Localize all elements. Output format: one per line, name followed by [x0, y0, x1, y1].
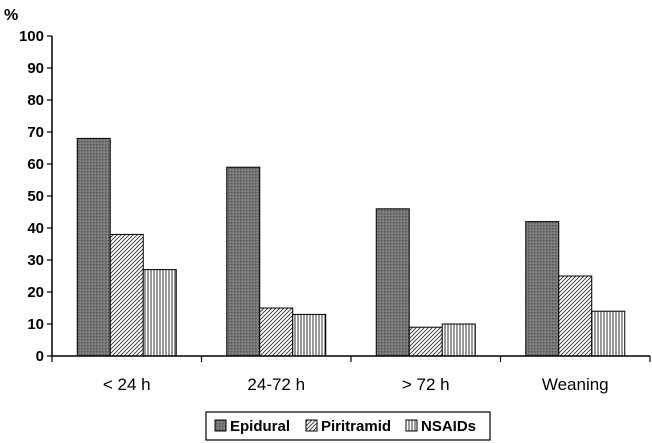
y-tick-label: 10 — [27, 316, 44, 333]
bar-epidural-0 — [76, 137, 111, 357]
bar-piritramid-3 — [558, 275, 593, 357]
x-category-label: > 72 h — [402, 375, 450, 394]
y-tick-label: 50 — [27, 188, 44, 205]
y-tick-label: 0 — [36, 348, 44, 365]
legend-swatch-epidural — [214, 419, 227, 432]
bar-nsaids-3 — [591, 310, 626, 357]
y-tick-label: 40 — [27, 220, 44, 237]
bar-epidural-3 — [525, 221, 560, 357]
bar-piritramid-0 — [109, 233, 144, 357]
bars — [76, 137, 626, 357]
x-category-label: Weaning — [542, 375, 609, 394]
bar-nsaids-0 — [142, 269, 177, 357]
y-tick-label: 90 — [27, 60, 44, 77]
y-axis-label: % — [4, 7, 18, 24]
bar-piritramid-1 — [259, 307, 294, 357]
bar-piritramid-2 — [408, 326, 443, 357]
y-tick-label: 30 — [27, 252, 44, 269]
legend-label-epidural: Epidural — [230, 418, 290, 435]
y-tick-label: 70 — [27, 124, 44, 141]
y-tick-label: 100 — [19, 28, 44, 45]
y-tick-label: 20 — [27, 284, 44, 301]
legend-label-piritramid: Piritramid — [321, 418, 391, 435]
y-tick-label: 60 — [27, 156, 44, 173]
y-axis: 0 10 20 30 40 50 60 70 80 90 100 — [19, 28, 52, 365]
legend-label-nsaids: NSAIDs — [421, 418, 476, 435]
bar-nsaids-1 — [292, 313, 327, 357]
x-axis: < 24 h 24-72 h > 72 h Weaning — [51, 356, 651, 394]
bar-epidural-2 — [375, 208, 410, 357]
legend: Epidural Piritramid NSAIDs — [205, 411, 491, 441]
bar-epidural-1 — [226, 166, 261, 357]
y-tick-label: 80 — [27, 92, 44, 109]
legend-swatch-piritramid — [305, 419, 318, 432]
x-category-label: < 24 h — [103, 375, 151, 394]
bar-nsaids-2 — [441, 323, 476, 357]
legend-swatch-nsaids — [405, 419, 418, 432]
x-category-label: 24-72 h — [247, 375, 305, 394]
legend-border — [205, 411, 491, 441]
